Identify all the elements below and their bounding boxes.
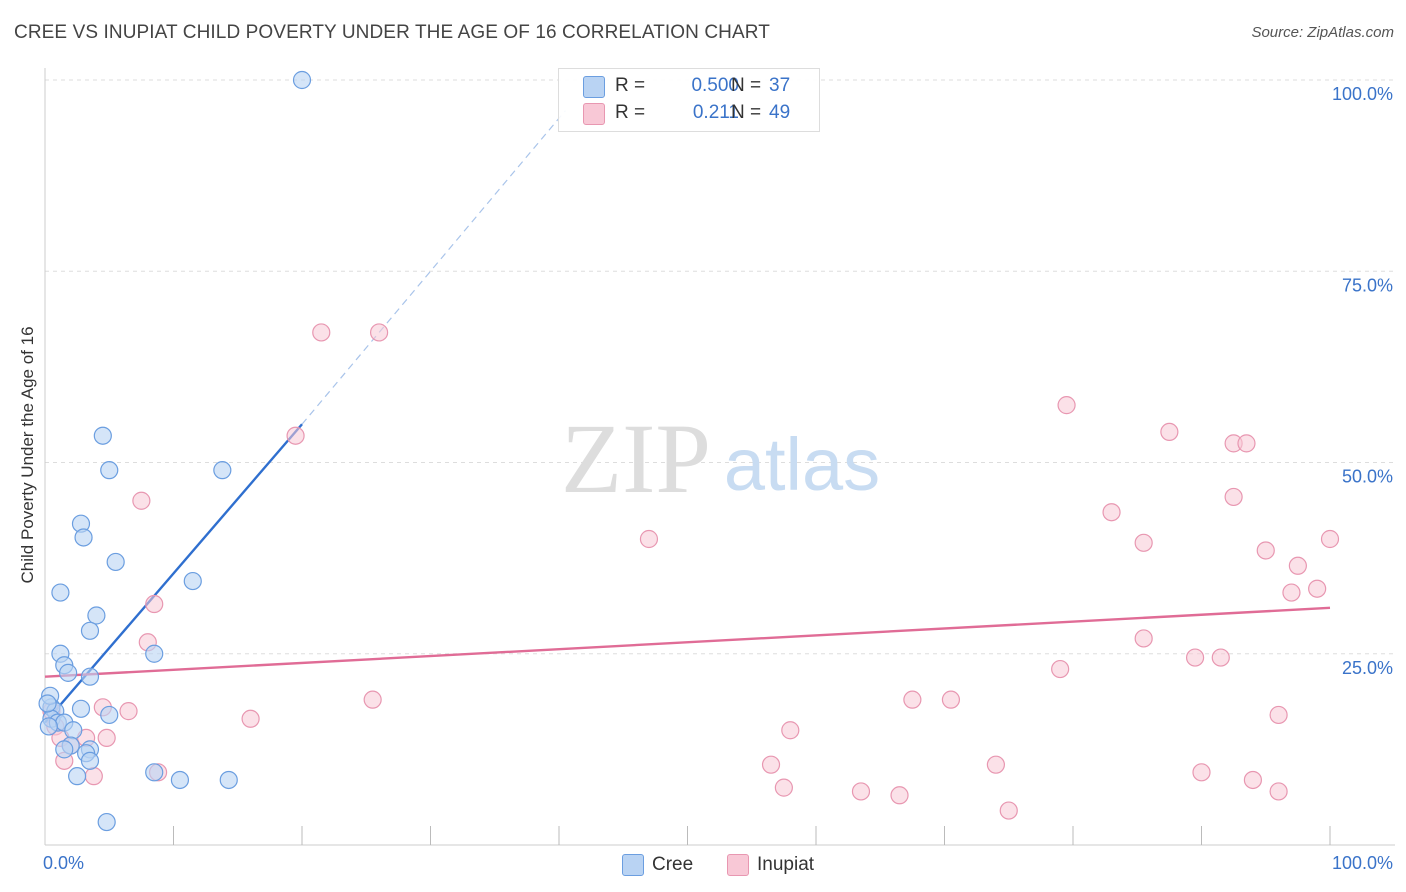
- cree-point: [100, 705, 119, 725]
- source-credit: Source: ZipAtlas.com: [1251, 24, 1394, 41]
- cree-point: [80, 667, 100, 686]
- inupiat-point: [145, 594, 164, 614]
- inupiat-point: [1237, 434, 1256, 453]
- cree-point: [145, 763, 164, 782]
- y-tick-label-25: 25.0%: [1342, 658, 1393, 678]
- y-axis-label: Child Poverty Under the Age of 16: [18, 326, 37, 584]
- cree-point: [93, 426, 112, 445]
- y-tick-label-100: 100.0%: [1332, 84, 1393, 104]
- cree-point: [64, 721, 83, 740]
- inupiat-point: [84, 767, 103, 786]
- chart-title: CREE VS INUPIAT CHILD POVERTY UNDER THE …: [14, 22, 770, 43]
- cree-point: [100, 461, 119, 480]
- inupiat-point: [890, 786, 909, 805]
- legend-n-label: N =: [731, 102, 762, 123]
- cree-point: [80, 751, 100, 770]
- cree-trend-extension: [301, 110, 566, 425]
- watermark-atlas: atlas: [724, 423, 880, 506]
- axis-layer: [44, 68, 1395, 846]
- inupiat-point: [941, 690, 961, 709]
- points-layer: [38, 70, 1340, 832]
- cree-point: [170, 770, 190, 790]
- inupiat-point: [639, 529, 659, 549]
- inupiat-point: [1269, 782, 1288, 801]
- legend-r-label: R =: [615, 102, 646, 123]
- inupiat-point: [1185, 648, 1205, 667]
- inupiat-point: [1192, 763, 1211, 782]
- inupiat-point: [132, 491, 151, 510]
- inupiat-point: [1288, 556, 1307, 575]
- inupiat-point: [1269, 705, 1288, 725]
- cree-point: [97, 812, 116, 832]
- cree-point: [59, 663, 78, 682]
- inupiat-point: [1211, 648, 1230, 667]
- bottom-legend-label-inupiat: Inupiat: [757, 854, 815, 875]
- watermark: ZIP atlas: [561, 403, 880, 514]
- inupiat-point: [312, 323, 331, 342]
- bottom-legend-label-cree: Cree: [652, 854, 694, 875]
- watermark-zip: ZIP: [561, 403, 711, 514]
- inupiat-point: [1224, 487, 1243, 507]
- cree-point: [80, 621, 100, 640]
- inupiat-trend-line: [44, 606, 1331, 678]
- bottom-legend-swatch-inupiat: [727, 854, 749, 876]
- bottom-legend-swatch-cree: [622, 854, 644, 876]
- inupiat-point: [1051, 659, 1070, 679]
- cree-point: [87, 606, 106, 625]
- inupiat-point: [241, 709, 260, 728]
- inupiat-point: [119, 702, 138, 721]
- y-tick-label-75: 75.0%: [1342, 275, 1393, 295]
- cree-point: [145, 644, 164, 663]
- legend-r-value-inupiat: 0.211: [692, 102, 739, 123]
- x-tick-label-max: 100.0%: [1332, 853, 1393, 873]
- inupiat-point: [761, 755, 781, 774]
- cree-point: [183, 571, 202, 591]
- x-tick-label-min: 0.0%: [43, 853, 84, 873]
- inupiat-point: [986, 755, 1006, 774]
- cree-point: [51, 583, 70, 602]
- cree-point: [292, 70, 312, 90]
- cree-point: [39, 717, 58, 736]
- legend-swatch-inupiat: [583, 103, 605, 125]
- inupiat-point: [774, 778, 793, 797]
- legend-r-label: R =: [615, 75, 646, 96]
- cree-point: [38, 694, 57, 713]
- correlation-legend: R = 0.500 N = 37 R = 0.211 N = 49: [558, 68, 820, 132]
- inupiat-point: [1256, 541, 1275, 560]
- inupiat-point: [1243, 770, 1263, 790]
- cree-point: [106, 552, 125, 572]
- cree-point: [213, 461, 232, 480]
- cree-point: [74, 528, 93, 547]
- cree-point: [219, 770, 238, 790]
- legend-n-label: N =: [731, 75, 762, 96]
- cree-point: [68, 767, 87, 786]
- inupiat-point: [97, 728, 116, 748]
- inupiat-point: [781, 721, 800, 740]
- inupiat-point: [363, 690, 382, 709]
- inupiat-point: [1160, 422, 1179, 441]
- legend-n-value-cree: 37: [769, 75, 791, 96]
- inupiat-point: [1134, 533, 1153, 552]
- inupiat-point: [1057, 396, 1076, 415]
- cree-point: [71, 699, 91, 718]
- grid-layer: [45, 79, 1395, 655]
- y-tick-label-50: 50.0%: [1342, 467, 1393, 487]
- legend-swatch-cree: [583, 76, 605, 98]
- inupiat-point: [1320, 529, 1340, 549]
- legend-r-value-cree: 0.500: [691, 75, 739, 96]
- tick-label-layer: 25.0% 50.0% 75.0% 100.0% 0.0% 100.0%: [43, 84, 1393, 873]
- cree-point: [55, 740, 74, 759]
- inupiat-point: [286, 426, 305, 445]
- inupiat-point: [1102, 503, 1121, 522]
- inupiat-point: [1282, 583, 1301, 602]
- inupiat-point: [1308, 579, 1327, 598]
- inupiat-point: [903, 690, 922, 709]
- inupiat-point: [370, 323, 389, 342]
- inupiat-point: [999, 801, 1018, 820]
- inupiat-point: [851, 782, 871, 801]
- legend-n-value-inupiat: 49: [769, 102, 791, 123]
- inupiat-point: [1134, 629, 1153, 648]
